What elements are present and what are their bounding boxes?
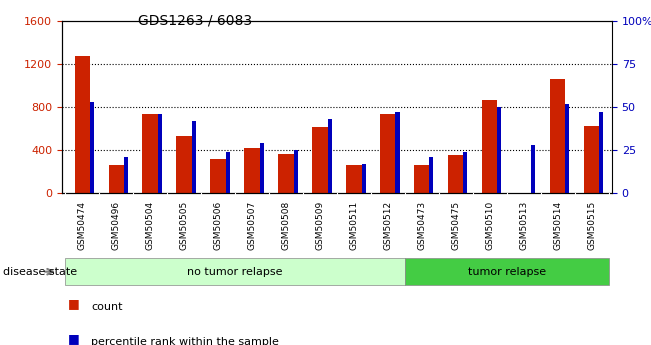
- Text: GSM50515: GSM50515: [587, 200, 596, 250]
- Text: GSM50505: GSM50505: [180, 200, 189, 250]
- Bar: [244, 148, 260, 193]
- Bar: [464, 152, 467, 193]
- Bar: [448, 156, 464, 193]
- Bar: [550, 79, 565, 193]
- Text: GSM50514: GSM50514: [553, 200, 562, 250]
- Bar: [312, 127, 327, 193]
- Bar: [361, 164, 366, 193]
- Bar: [395, 112, 400, 193]
- Bar: [584, 126, 599, 193]
- Text: GSM50506: GSM50506: [214, 200, 223, 250]
- Bar: [124, 157, 128, 193]
- FancyBboxPatch shape: [405, 258, 609, 285]
- Bar: [109, 165, 124, 193]
- Bar: [176, 136, 192, 193]
- Text: ■: ■: [68, 332, 80, 345]
- Bar: [414, 165, 430, 193]
- Text: GSM50507: GSM50507: [247, 200, 256, 250]
- Text: GSM50512: GSM50512: [383, 200, 393, 250]
- Bar: [380, 115, 395, 193]
- Bar: [158, 114, 162, 193]
- Text: tumor relapse: tumor relapse: [467, 267, 546, 277]
- Text: GSM50513: GSM50513: [519, 200, 528, 250]
- Bar: [294, 150, 298, 193]
- Bar: [143, 115, 158, 193]
- Text: count: count: [91, 303, 122, 313]
- Bar: [210, 159, 226, 193]
- Text: GSM50504: GSM50504: [146, 200, 155, 250]
- Text: GSM50496: GSM50496: [112, 200, 120, 250]
- Text: GSM50473: GSM50473: [417, 200, 426, 250]
- Bar: [482, 100, 497, 193]
- Text: GDS1263 / 6083: GDS1263 / 6083: [138, 14, 253, 28]
- Text: GSM50509: GSM50509: [316, 200, 324, 250]
- Bar: [497, 107, 501, 193]
- Text: GSM50511: GSM50511: [350, 200, 358, 250]
- Text: GSM50475: GSM50475: [451, 200, 460, 250]
- Bar: [75, 56, 90, 193]
- Bar: [599, 112, 603, 193]
- Text: GSM50474: GSM50474: [77, 200, 87, 250]
- Text: no tumor relapse: no tumor relapse: [187, 267, 283, 277]
- Bar: [260, 143, 264, 193]
- Bar: [346, 165, 361, 193]
- Bar: [430, 157, 434, 193]
- Bar: [279, 155, 294, 193]
- Bar: [565, 104, 570, 193]
- Text: ■: ■: [68, 297, 80, 310]
- FancyBboxPatch shape: [65, 258, 405, 285]
- Bar: [192, 121, 196, 193]
- Bar: [90, 102, 94, 193]
- Text: disease state: disease state: [3, 267, 77, 277]
- Bar: [531, 145, 535, 193]
- Bar: [226, 152, 230, 193]
- Text: GSM50508: GSM50508: [281, 200, 290, 250]
- Bar: [327, 119, 331, 193]
- Text: percentile rank within the sample: percentile rank within the sample: [91, 337, 279, 345]
- Text: GSM50510: GSM50510: [485, 200, 494, 250]
